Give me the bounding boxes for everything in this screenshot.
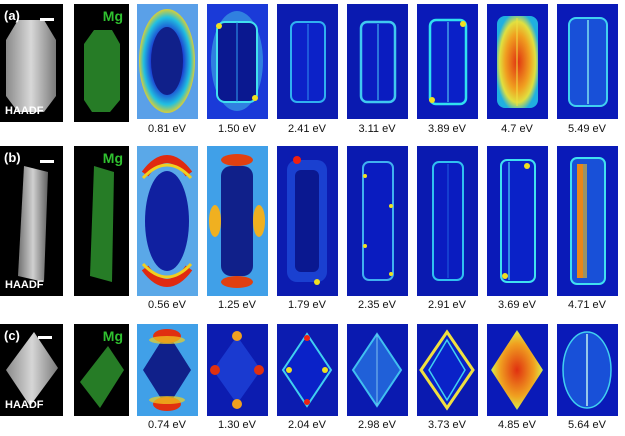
eels-map <box>137 146 198 296</box>
eels-map <box>277 146 338 296</box>
haadf-label: HAADF <box>5 279 44 291</box>
energy-label: 2.98 eV <box>358 419 396 431</box>
energy-label: 0.81 eV <box>148 123 186 135</box>
scale-bar <box>40 18 54 21</box>
panel-label: (c) <box>4 328 20 343</box>
mg-map: Mg <box>74 324 129 416</box>
eels-map <box>417 324 478 416</box>
eels-map <box>557 146 618 296</box>
energy-label: 4.7 eV <box>501 123 533 135</box>
mg-map: Mg <box>74 4 129 122</box>
haadf-label: HAADF <box>5 105 44 117</box>
energy-label: 1.50 eV <box>218 123 256 135</box>
energy-label: 3.11 eV <box>358 123 396 135</box>
eels-map <box>347 4 408 119</box>
eels-map <box>487 146 548 296</box>
eels-map <box>207 146 268 296</box>
energy-label: 5.64 eV <box>568 419 606 431</box>
eels-map <box>347 324 408 416</box>
energy-label: 1.30 eV <box>218 419 256 431</box>
eels-map <box>487 324 548 416</box>
eels-map <box>557 324 618 416</box>
panel-label: (a) <box>4 8 20 23</box>
haadf-image: (a) HAADF <box>0 4 63 122</box>
energy-label: 2.91 eV <box>428 299 466 311</box>
eels-map <box>487 4 548 119</box>
eels-map <box>277 324 338 416</box>
row-a: (a) HAADF Mg 0.81 eV 1.50 eV 2.41 eV 3.1… <box>0 0 625 140</box>
eels-map <box>137 4 198 119</box>
eels-map <box>207 324 268 416</box>
eels-map <box>417 4 478 119</box>
eels-map <box>347 146 408 296</box>
energy-label: 5.49 eV <box>568 123 606 135</box>
mg-label: Mg <box>102 328 123 344</box>
panel-label: (b) <box>4 150 21 165</box>
eels-map <box>137 324 198 416</box>
energy-label: 3.69 eV <box>498 299 536 311</box>
energy-label: 2.35 eV <box>358 299 396 311</box>
energy-label: 0.74 eV <box>148 419 186 431</box>
energy-label: 4.71 eV <box>568 299 606 311</box>
mg-map: Mg <box>74 146 129 296</box>
eels-map <box>557 4 618 119</box>
eels-map <box>417 146 478 296</box>
mg-label: Mg <box>102 8 123 24</box>
scale-bar <box>38 336 52 339</box>
haadf-image: (c) HAADF <box>0 324 63 416</box>
haadf-label: HAADF <box>5 399 44 411</box>
row-b: (b) HAADF Mg 0.56 eV 1.25 eV 1.79 eV 2.3… <box>0 143 625 315</box>
scale-bar <box>40 160 54 163</box>
energy-label: 3.73 eV <box>428 419 466 431</box>
row-c: (c) HAADF Mg 0.74 eV 1.30 eV 2.04 eV 2.9… <box>0 322 625 436</box>
eels-map <box>207 4 268 119</box>
energy-label: 2.04 eV <box>288 419 326 431</box>
energy-label: 2.41 eV <box>288 123 326 135</box>
energy-label: 1.25 eV <box>218 299 256 311</box>
energy-label: 3.89 eV <box>428 123 466 135</box>
energy-label: 4.85 eV <box>498 419 536 431</box>
energy-label: 0.56 eV <box>148 299 186 311</box>
mg-label: Mg <box>102 150 123 166</box>
eels-map <box>277 4 338 119</box>
energy-label: 1.79 eV <box>288 299 326 311</box>
haadf-image: (b) HAADF <box>0 146 63 296</box>
